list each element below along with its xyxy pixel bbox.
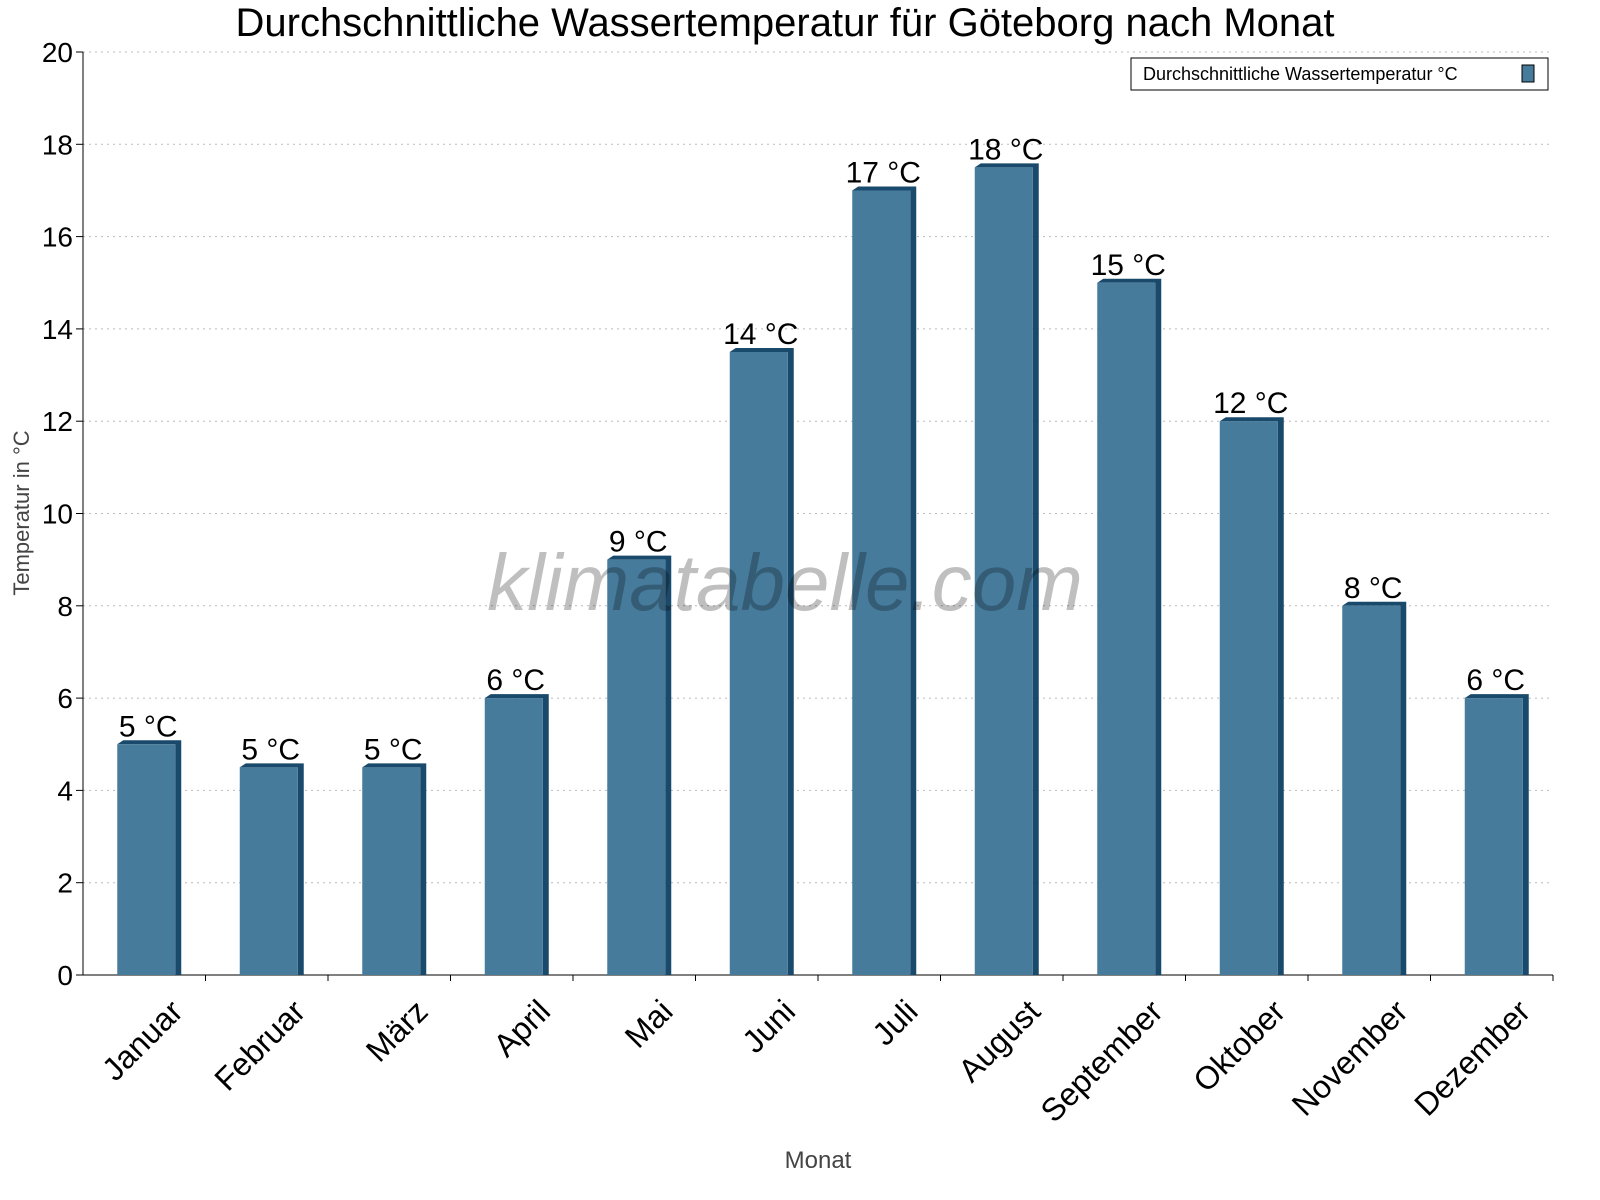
- x-tick-label: Januar: [95, 993, 190, 1088]
- bar: [362, 767, 421, 975]
- legend: Durchschnittliche Wassertemperatur °C: [1130, 57, 1549, 91]
- x-axis-label: Monat: [785, 1147, 852, 1174]
- bar-group: 14 °C: [723, 318, 798, 976]
- y-tick-label: 16: [42, 222, 73, 253]
- y-tick-label: 12: [42, 406, 73, 437]
- data-label: 18 °C: [968, 133, 1043, 166]
- data-label: 5 °C: [119, 710, 178, 743]
- data-label: 6 °C: [486, 664, 545, 697]
- bar: [1464, 698, 1523, 975]
- y-tick-label: 8: [57, 591, 73, 622]
- bar-group: 15 °C: [1091, 249, 1166, 975]
- y-tick-label: 6: [57, 683, 73, 714]
- data-label: 5 °C: [364, 733, 423, 766]
- bars: 5 °C 5 °C 5 °C 6 °C 9 °C 14 °C 17 °C 18 °C 15 °C…: [117, 133, 1529, 976]
- x-tick-label: Oktober: [1186, 993, 1292, 1099]
- legend-box: [1130, 57, 1549, 91]
- y-tick-label: 18: [42, 129, 73, 160]
- x-tick-label: Dezember: [1407, 993, 1537, 1123]
- watermark: klimatabelle.com: [487, 538, 1083, 627]
- y-axis-label: Temperatur in °C: [9, 430, 34, 595]
- y-tick-label: 2: [57, 868, 73, 899]
- x-tick-label: April: [486, 993, 557, 1064]
- bar: [239, 767, 298, 975]
- data-label: 17 °C: [846, 156, 921, 189]
- data-label: 9 °C: [609, 526, 668, 559]
- bar-group: 8 °C: [1342, 572, 1407, 975]
- x-tick-label: März: [359, 993, 435, 1069]
- x-tick-label: Mai: [618, 993, 680, 1055]
- x-tick-label: September: [1033, 993, 1169, 1129]
- data-label: 12 °C: [1213, 387, 1288, 420]
- y-tick-label: 20: [42, 37, 73, 68]
- x-axis-ticks: Januar Februar März April Mai Juni Juli AugustS…: [95, 975, 1554, 1129]
- data-label: 14 °C: [723, 318, 798, 351]
- bar-group: 5 °C: [239, 733, 304, 975]
- x-tick-label: Juli: [865, 993, 924, 1052]
- bar: [729, 351, 788, 976]
- bar: [607, 559, 666, 975]
- bar-group: 18 °C: [968, 133, 1043, 975]
- bar: [117, 744, 176, 975]
- y-tick-label: 4: [57, 775, 73, 806]
- data-label: 8 °C: [1344, 572, 1403, 605]
- bar: [852, 190, 911, 975]
- bar-group: 9 °C: [607, 526, 672, 975]
- data-label: 6 °C: [1466, 664, 1525, 697]
- chart-title: Durchschnittliche Wassertemperatur für G…: [235, 1, 1334, 45]
- x-tick-label: November: [1285, 993, 1415, 1123]
- bar-group: 17 °C: [846, 156, 921, 975]
- bar-group: 5 °C: [362, 733, 427, 975]
- y-tick-label: 0: [57, 960, 73, 991]
- bar: [974, 167, 1033, 975]
- bar: [484, 698, 543, 975]
- y-tick-label: 10: [42, 499, 73, 530]
- legend-swatch: [1521, 64, 1535, 83]
- bar-group: 12 °C: [1213, 387, 1288, 975]
- data-label: 5 °C: [241, 733, 300, 766]
- grid-lines: [83, 51, 1553, 884]
- x-tick-label: August: [951, 993, 1047, 1089]
- data-label: 15 °C: [1091, 249, 1166, 282]
- y-axis-ticks: 0 2 4 6 8 10 12 14 16 18 20: [42, 37, 83, 991]
- bar: [1097, 282, 1156, 975]
- legend-label: Durchschnittliche Wassertemperatur °C: [1143, 64, 1458, 84]
- x-tick-label: Juni: [735, 993, 802, 1060]
- bar: [1342, 605, 1401, 975]
- bar-group: 6 °C: [1464, 664, 1529, 975]
- bar-group: 5 °C: [117, 710, 182, 975]
- bar: [1219, 421, 1278, 975]
- x-tick-label: Februar: [207, 993, 312, 1098]
- bar-group: 6 °C: [484, 664, 549, 975]
- y-tick-label: 14: [42, 314, 73, 345]
